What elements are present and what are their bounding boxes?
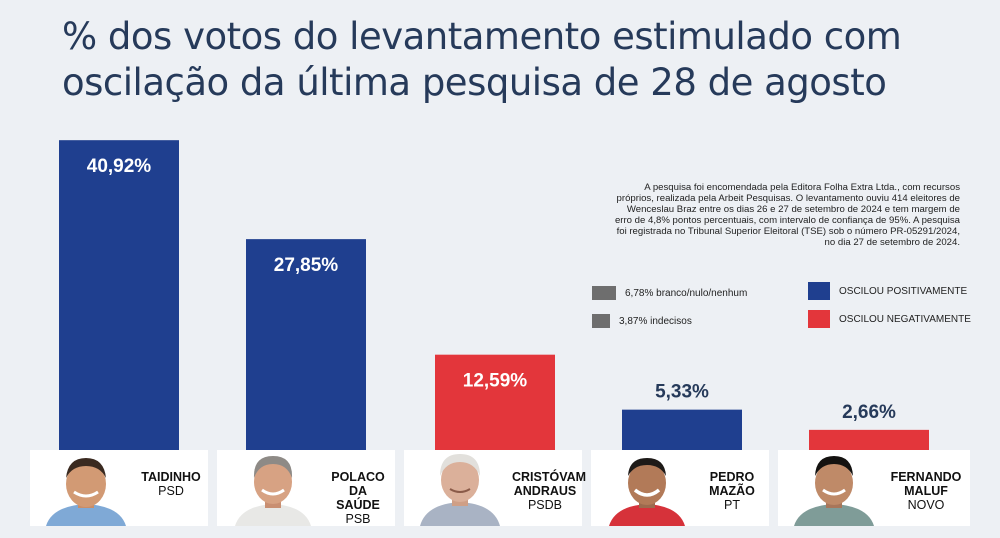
- candidate-party: PSDB: [527, 498, 563, 512]
- legend-positive: OSCILOU POSITIVAMENTE: [808, 282, 967, 300]
- candidate-card-pedro: PEDRO MAZÃO PT: [591, 450, 769, 526]
- bar-polaco: [246, 239, 366, 450]
- data-label-cristovam: 12,59%: [463, 371, 528, 392]
- legend-undecided-label: 3,87% indecisos: [619, 315, 692, 327]
- candidate-text: PEDRO MAZÃO PT: [699, 470, 765, 512]
- bar-taidinho: [59, 140, 179, 451]
- candidate-party: PSD: [158, 484, 184, 498]
- candidate-card-fernando: FERNANDO MALUF NOVO: [778, 450, 970, 526]
- candidate-name-line-2: MAZÃO: [709, 484, 755, 498]
- bar-fernando: [809, 429, 929, 450]
- candidate-party: NOVO: [907, 498, 945, 512]
- legend-blank-label: 6,78% branco/nulo/nenhum: [625, 287, 748, 299]
- legend-blank: 6,78% branco/nulo/nenhum: [592, 286, 747, 300]
- candidate-name-line-2: MALUF: [904, 484, 948, 498]
- candidate-card-polaco: POLACO DA SAÚDE PSB: [217, 450, 395, 526]
- legend-undecided: 3,87% indecisos: [592, 314, 692, 328]
- data-label-polaco: 27,85%: [274, 255, 339, 276]
- legend-negative-label: OSCILOU NEGATIVAMENTE: [839, 313, 971, 325]
- title-line-1: % dos votos do levantamento estimulado c…: [62, 15, 902, 58]
- candidate-name-line-1: POLACO DA: [331, 470, 385, 498]
- candidate-name-line-1: FERNANDO: [890, 470, 962, 484]
- legend-negative: OSCILOU NEGATIVAMENTE: [808, 310, 971, 328]
- candidate-card-cristovam: CRISTÓVAM ANDRAUS PSDB: [404, 450, 587, 526]
- legend-positive-swatch: [808, 282, 830, 300]
- candidate-party: PT: [724, 498, 740, 512]
- data-label-taidinho: 40,92%: [87, 156, 152, 177]
- bar-cristovam: [435, 354, 555, 450]
- candidate-photo: [416, 452, 504, 526]
- data-label-fernando: 2,66%: [842, 402, 896, 423]
- candidate-name-line-1: CRISTÓVAM: [512, 470, 587, 484]
- candidate-text: CRISTÓVAM ANDRAUS PSDB: [512, 470, 587, 512]
- candidate-text: TAIDINHO PSD: [138, 470, 204, 498]
- candidate-party: PSB: [345, 512, 371, 526]
- candidate-photo: [790, 452, 878, 526]
- legend-negative-swatch: [808, 310, 830, 328]
- title-line-2: oscilação da última pesquisa de 28 de ag…: [62, 61, 887, 104]
- chart-title: % dos votos do levantamento estimulado c…: [62, 14, 962, 106]
- bar-pedro: [622, 409, 742, 450]
- legend-positive-label: OSCILOU POSITIVAMENTE: [839, 285, 968, 297]
- candidate-name: TAIDINHO: [141, 470, 201, 484]
- candidate-card-taidinho: TAIDINHO PSD: [30, 450, 208, 526]
- data-label-pedro: 5,33%: [655, 382, 709, 403]
- methodology-note: A pesquisa foi encomendada pela Editora …: [614, 182, 960, 248]
- candidate-photo: [229, 452, 317, 526]
- candidate-text: POLACO DA SAÚDE PSB: [325, 470, 391, 526]
- legend-blank-swatch: [592, 286, 616, 300]
- candidate-name-line-2: ANDRAUS: [513, 484, 577, 498]
- candidate-text: FERNANDO MALUF NOVO: [886, 470, 966, 512]
- candidate-name-line-1: PEDRO: [709, 470, 755, 484]
- candidate-photo: [603, 452, 691, 526]
- candidate-photo: [42, 452, 130, 526]
- candidate-name-line-2: SAÚDE: [336, 498, 380, 512]
- legend-undecided-swatch: [592, 314, 610, 328]
